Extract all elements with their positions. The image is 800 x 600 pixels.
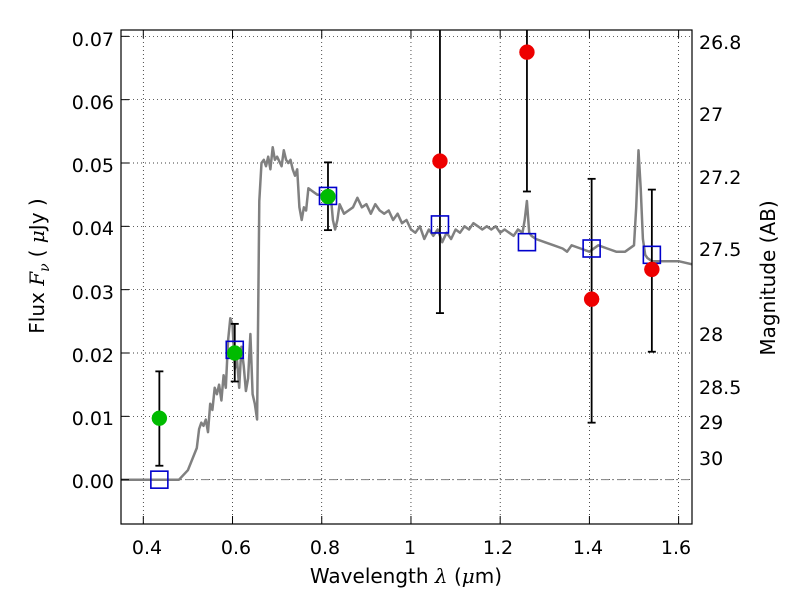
y-tick-label: 0.01 [72, 408, 114, 430]
observed-photometry-series [151, 44, 660, 426]
mag-tick-label: 28.5 [699, 377, 741, 399]
model-photometry-point [430, 215, 450, 234]
detection-point [320, 188, 336, 205]
x-tick-label: 1.6 [661, 537, 691, 559]
nondetection-point [432, 153, 448, 169]
detection-point [227, 345, 243, 361]
y-tick-label: 0.03 [72, 282, 114, 304]
magnitude-axis-title: Magnitude (AB) [756, 200, 780, 355]
nondetection-point [644, 261, 660, 278]
model-sed-series [121, 145, 692, 481]
model-photometry-point [582, 239, 601, 258]
model-photometry-point [150, 470, 169, 489]
mag-tick-label: 27.5 [699, 239, 741, 261]
y-tick-label: 0.02 [72, 345, 114, 367]
detection-point [151, 410, 168, 426]
model-sed-line [121, 145, 692, 481]
mag-tick-label: 28 [699, 324, 723, 346]
axis-ticks [121, 30, 680, 524]
x-tick-label: 1 [404, 537, 416, 559]
model-photometry-point [517, 232, 537, 252]
x-tick-label: 1.2 [483, 537, 513, 559]
plot-area [121, 30, 692, 524]
x-tick-label: 1.4 [573, 537, 603, 559]
mag-tick-label: 30 [699, 448, 723, 470]
y-tick-label: 0.00 [72, 471, 114, 493]
plot-frame [120, 29, 693, 525]
mag-tick-label: 26.8 [699, 32, 741, 54]
y-tick-labels: 0.00 0.01 0.02 0.03 0.04 0.05 0.06 0.07 [72, 29, 114, 493]
model-photometry-series [150, 186, 662, 489]
mag-tick-label: 29 [699, 412, 723, 434]
x-tick-labels: 0.4 0.6 0.8 1 1.2 1.4 1.6 [132, 537, 691, 559]
y-tick-label: 0.05 [72, 155, 114, 177]
x-tick-label: 0.8 [310, 537, 340, 559]
mag-tick-label: 27.2 [699, 167, 741, 189]
y-tick-label: 0.06 [72, 92, 114, 114]
nondetection-point [583, 291, 600, 307]
x-axis-title: Wavelength λ (μm) [310, 564, 502, 588]
y-tick-label: 0.07 [72, 29, 114, 51]
y-axis-title: Flux Fν( μJy ) [25, 198, 53, 333]
x-tick-label: 0.6 [221, 537, 251, 559]
model-photometry-point [318, 186, 338, 206]
x-tick-label: 0.4 [132, 537, 162, 559]
magnitude-tick-labels: 26.8 27 27.2 27.5 28 28.5 29 30 [699, 32, 741, 470]
nondetection-point [519, 44, 535, 60]
mag-tick-label: 27 [699, 104, 723, 126]
y-tick-label: 0.04 [72, 218, 114, 240]
